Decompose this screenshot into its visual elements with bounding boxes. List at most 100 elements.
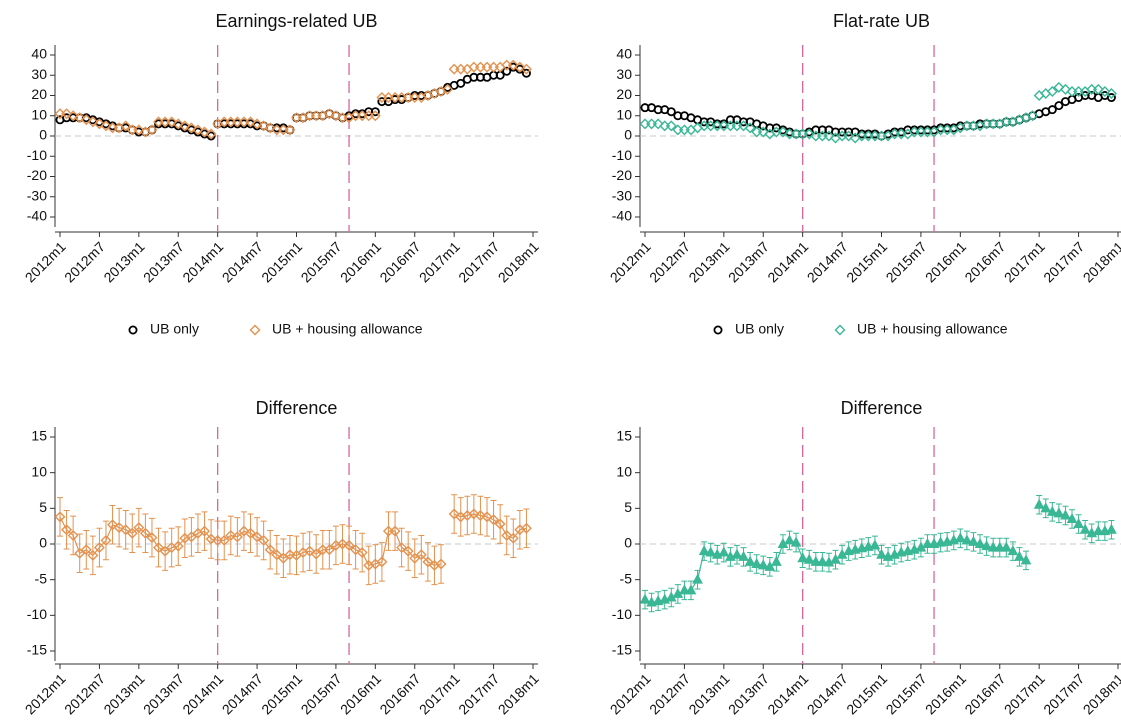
legend-label: UB only xyxy=(735,321,784,337)
point xyxy=(205,128,217,140)
point xyxy=(474,509,486,521)
point xyxy=(264,544,276,556)
point xyxy=(981,540,992,551)
x-tick-label: 2012m1 xyxy=(22,238,69,285)
error-bar xyxy=(102,520,109,561)
point xyxy=(507,532,519,544)
point xyxy=(514,61,526,73)
point xyxy=(448,508,460,520)
point xyxy=(494,518,506,530)
point xyxy=(968,535,979,546)
point xyxy=(1007,545,1019,556)
point xyxy=(456,78,466,88)
point xyxy=(172,540,184,552)
y-tick-label: -40 xyxy=(27,208,47,224)
point xyxy=(869,539,881,550)
point xyxy=(994,541,1006,552)
point xyxy=(817,555,828,566)
error-bar xyxy=(372,544,379,584)
point xyxy=(507,59,519,71)
x-tick-label: 2012m1 xyxy=(607,238,654,285)
chart-title: Difference xyxy=(841,398,923,418)
error-bar xyxy=(352,529,359,570)
legend-marker xyxy=(834,324,846,336)
legend-label: UB + housing allowance xyxy=(272,321,423,337)
y-tick-label: -10 xyxy=(27,147,47,163)
point xyxy=(323,108,335,120)
point xyxy=(771,555,782,566)
point xyxy=(1046,85,1058,97)
point xyxy=(520,63,532,75)
point xyxy=(665,120,677,132)
point xyxy=(448,63,460,75)
x-tick-label: 2017m7 xyxy=(455,238,502,285)
point xyxy=(679,584,690,595)
point xyxy=(502,66,512,76)
y-tick-label: 40 xyxy=(616,46,632,62)
point xyxy=(139,527,151,539)
x-tick-label: 2016m7 xyxy=(376,238,423,285)
y-tick-label: -20 xyxy=(612,167,632,183)
error-bar xyxy=(247,513,254,554)
point xyxy=(515,64,525,74)
y-tick-label: -30 xyxy=(612,187,632,203)
point xyxy=(264,122,276,134)
error-bar xyxy=(300,532,307,573)
y-tick-label: 5 xyxy=(39,499,47,515)
point xyxy=(830,553,841,564)
point xyxy=(258,120,270,132)
point xyxy=(159,545,171,557)
error-bar xyxy=(135,507,142,548)
point xyxy=(67,110,79,122)
x-tick-label: 2016m1 xyxy=(922,670,969,717)
x-tick-label: 2016m1 xyxy=(337,670,384,717)
x-tick-label: 2016m1 xyxy=(337,238,384,285)
point xyxy=(784,534,795,545)
y-tick-label: -15 xyxy=(612,642,632,658)
point xyxy=(185,122,197,134)
error-bar xyxy=(175,526,182,566)
y-tick-label: 0 xyxy=(624,127,632,143)
error-bar xyxy=(418,534,425,575)
x-tick-label: 2013m1 xyxy=(100,238,147,285)
error-bar xyxy=(148,517,155,558)
point xyxy=(100,534,112,546)
point xyxy=(74,547,86,559)
point xyxy=(205,533,217,545)
point xyxy=(1059,83,1071,95)
point xyxy=(1040,502,1052,513)
x-tick-label: 2013m7 xyxy=(140,238,187,285)
error-bar xyxy=(306,531,313,571)
error-bar xyxy=(208,519,215,559)
y-tick-label: 0 xyxy=(39,535,47,551)
x-tick-label: 2018m1 xyxy=(495,238,542,285)
x-tick-label: 2013m7 xyxy=(725,238,772,285)
error-bar xyxy=(260,520,267,561)
error-bar xyxy=(129,513,136,554)
error-bar xyxy=(221,520,228,561)
point xyxy=(1060,509,1071,520)
point xyxy=(488,61,500,73)
legend-marker xyxy=(128,325,138,335)
error-bar xyxy=(96,527,103,568)
point xyxy=(93,542,105,554)
point xyxy=(61,108,73,120)
point xyxy=(1053,507,1065,518)
point xyxy=(1033,498,1045,509)
point xyxy=(935,536,946,547)
x-tick-label: 2017m1 xyxy=(416,670,463,717)
point xyxy=(93,118,105,130)
x-tick-label: 2013m7 xyxy=(140,670,187,717)
point xyxy=(120,524,132,536)
y-tick-label: -10 xyxy=(27,606,47,622)
point xyxy=(310,548,322,560)
point xyxy=(468,508,480,520)
point xyxy=(166,116,178,128)
legend-marker xyxy=(713,325,723,335)
point xyxy=(80,544,92,556)
error-bar xyxy=(168,527,175,568)
y-tick-label: 10 xyxy=(616,463,632,479)
point xyxy=(790,536,802,547)
point xyxy=(435,558,447,570)
y-tick-label: 20 xyxy=(31,86,47,102)
